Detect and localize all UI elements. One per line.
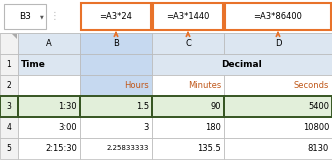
Bar xyxy=(80,96,152,117)
Bar xyxy=(0,96,18,117)
Bar xyxy=(0,54,18,75)
Polygon shape xyxy=(12,34,17,39)
Bar xyxy=(18,75,80,96)
Bar xyxy=(224,75,332,96)
Bar xyxy=(0,96,18,117)
Text: Decimal: Decimal xyxy=(222,60,262,69)
Text: Minutes: Minutes xyxy=(188,81,221,90)
Bar xyxy=(152,54,332,75)
Bar xyxy=(0,138,18,159)
Text: 3: 3 xyxy=(144,123,149,132)
Text: 3: 3 xyxy=(7,102,11,111)
Text: 2:15:30: 2:15:30 xyxy=(45,144,77,153)
Bar xyxy=(18,117,80,138)
Bar xyxy=(80,96,152,117)
Text: ⋮: ⋮ xyxy=(49,11,59,21)
Bar xyxy=(152,138,224,159)
Bar xyxy=(152,117,224,138)
Bar xyxy=(152,33,224,54)
Text: Time: Time xyxy=(21,60,46,69)
Bar xyxy=(80,54,152,75)
Bar xyxy=(80,138,152,159)
Bar xyxy=(4,4,46,29)
Bar xyxy=(152,75,224,96)
Bar xyxy=(224,33,332,54)
Bar xyxy=(224,138,332,159)
Bar xyxy=(80,75,152,96)
Bar xyxy=(0,33,18,54)
Text: Hours: Hours xyxy=(124,81,149,90)
Text: 3:00: 3:00 xyxy=(58,123,77,132)
Text: 5: 5 xyxy=(7,144,11,153)
Text: A: A xyxy=(46,39,52,48)
Bar xyxy=(18,138,80,159)
Text: Seconds: Seconds xyxy=(293,81,329,90)
Bar xyxy=(153,3,223,30)
Bar xyxy=(0,0,332,33)
Bar xyxy=(18,96,80,117)
Text: =A3*86400: =A3*86400 xyxy=(254,12,302,21)
Text: 5400: 5400 xyxy=(308,102,329,111)
Text: B: B xyxy=(113,39,119,48)
Text: 1:30: 1:30 xyxy=(58,102,77,111)
Bar xyxy=(80,117,152,138)
Bar xyxy=(18,96,80,117)
Text: 2.25833333: 2.25833333 xyxy=(107,145,149,152)
Bar xyxy=(224,117,332,138)
Bar xyxy=(0,117,18,138)
Bar xyxy=(80,33,152,54)
Text: =A3*1440: =A3*1440 xyxy=(166,12,210,21)
Text: 1.5: 1.5 xyxy=(136,102,149,111)
Text: 4: 4 xyxy=(7,123,11,132)
Text: 8130: 8130 xyxy=(308,144,329,153)
Bar xyxy=(0,75,18,96)
Text: 1: 1 xyxy=(7,60,11,69)
Bar xyxy=(152,96,224,117)
Bar xyxy=(224,96,332,117)
Bar xyxy=(18,33,80,54)
Bar xyxy=(18,54,80,75)
Text: D: D xyxy=(275,39,281,48)
Text: 180: 180 xyxy=(205,123,221,132)
Text: =A3*24: =A3*24 xyxy=(100,12,132,21)
Text: 90: 90 xyxy=(210,102,221,111)
Bar xyxy=(225,3,331,30)
Text: C: C xyxy=(185,39,191,48)
Bar xyxy=(81,3,151,30)
Text: B3: B3 xyxy=(19,12,31,21)
Text: ▼: ▼ xyxy=(40,14,44,19)
Bar xyxy=(152,96,224,117)
Text: 10800: 10800 xyxy=(303,123,329,132)
Text: 2: 2 xyxy=(7,81,11,90)
Text: 135.5: 135.5 xyxy=(197,144,221,153)
Bar xyxy=(224,96,332,117)
